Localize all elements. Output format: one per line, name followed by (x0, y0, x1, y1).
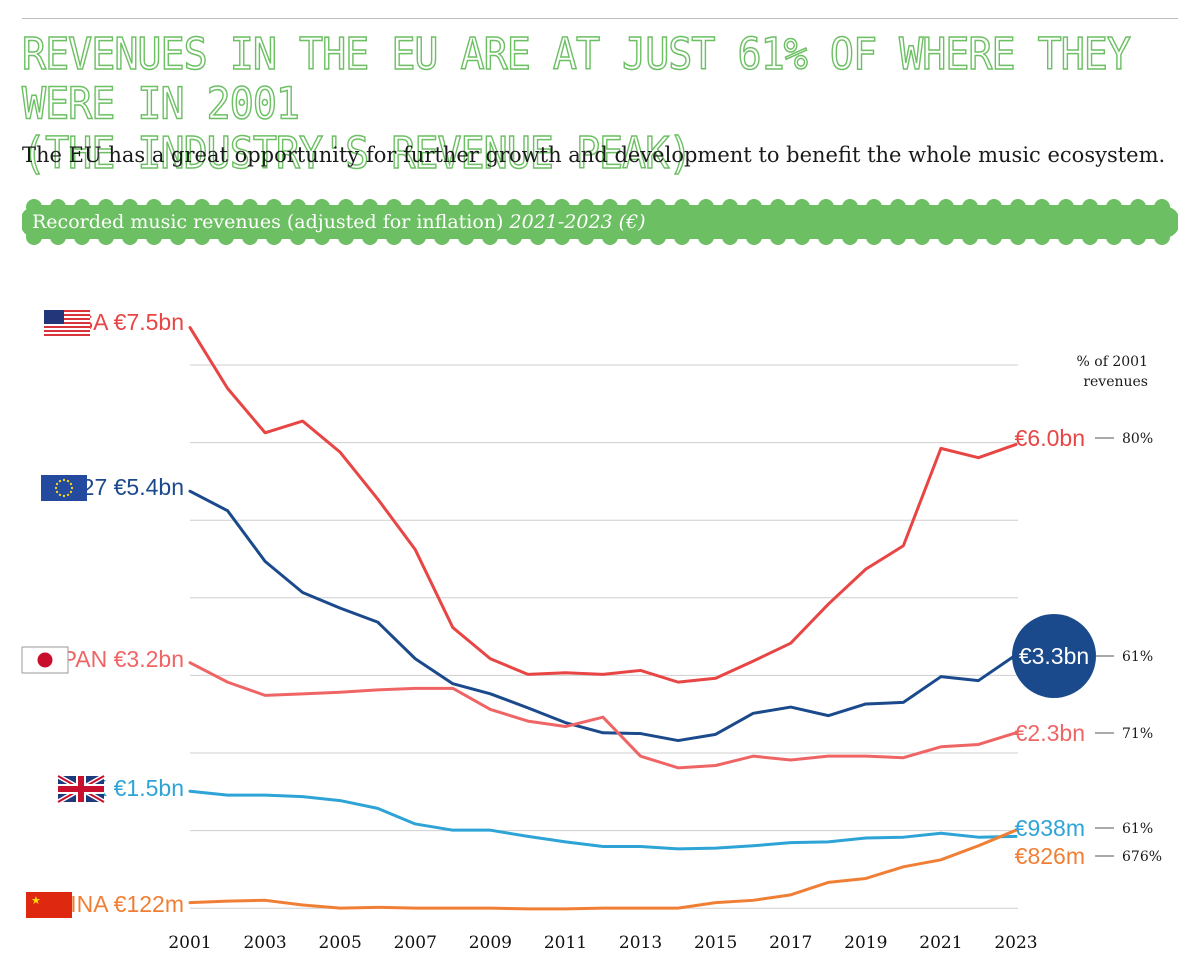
series-line-uk (188, 789, 1018, 851)
series-line-usa (188, 326, 1018, 684)
eu-flag-icon (41, 475, 87, 501)
pct-header-line-1: % of 2001 (1077, 354, 1148, 370)
pct-label-china: 676% (1122, 849, 1162, 865)
x-tick-label: 2007 (394, 933, 437, 953)
banner-label: Recorded music revenues (adjusted for in… (32, 211, 504, 233)
pct-header-line-2: revenues (1083, 374, 1148, 390)
x-tick-label: 2015 (694, 933, 737, 953)
banner-range: 2021-2023 (€) (509, 211, 646, 233)
end-label-uk: €938m (1015, 815, 1085, 841)
pct-label-usa: 80% (1122, 431, 1153, 447)
title-line-2: (THE INDUSTRY'S REVENUE PEAK) (21, 129, 693, 180)
x-tick-label: 2017 (769, 933, 812, 953)
end-label-eu27: €3.3bn (1019, 643, 1089, 669)
chart-banner (22, 199, 1178, 245)
x-axis-ticks: 2001 2003 2005 2007 2009 2011 2013 2015 2017 2019… (168, 933, 1037, 953)
chart-grid (190, 364, 1018, 909)
pct-label-japan: 71% (1122, 726, 1153, 742)
x-tick-label: 2003 (243, 933, 286, 953)
top-rule (22, 18, 1178, 19)
pct-label-uk: 61% (1122, 821, 1153, 837)
series-line-china (188, 828, 1018, 911)
chart-labels: USA €7.5bn€6.0bn 80%EU27 €5.4bn€3.3bn 61%J… (21, 309, 1162, 918)
title-line-1: REVENUES IN THE EU ARE AT JUST 61% OF WH… (21, 29, 1131, 130)
usa-flag-icon (44, 310, 90, 336)
x-tick-label: 2023 (994, 933, 1037, 953)
x-tick-label: 2011 (544, 933, 587, 953)
eu27-end-bubble (1012, 614, 1096, 698)
x-tick-label: 2001 (168, 933, 211, 953)
china-flag-icon: ★ (26, 892, 72, 918)
end-label-japan: €2.3bn (1015, 720, 1085, 746)
x-tick-label: 2005 (319, 933, 362, 953)
x-tick-label: 2013 (619, 933, 662, 953)
japan-flag-icon (21, 646, 69, 674)
x-tick-label: 2021 (919, 933, 962, 953)
pct-label-eu27: 61% (1122, 649, 1153, 665)
x-tick-label: 2009 (469, 933, 512, 953)
x-tick-label: 2019 (844, 933, 887, 953)
chart-banner-text: Recorded music revenues (adjusted for in… (32, 211, 646, 233)
end-label-china: €826m (1015, 843, 1085, 869)
series-line-eu27 (188, 489, 1018, 743)
series-line-japan (188, 661, 1018, 770)
chart-lines (188, 326, 1018, 911)
end-label-usa: €6.0bn (1015, 425, 1085, 451)
uk-flag-icon (56, 773, 106, 805)
svg-text:★: ★ (31, 894, 41, 907)
subtitle: The EU has a great opportunity for furth… (22, 143, 1166, 167)
page-title: REVENUES IN THE EU ARE AT JUST 61% OF WH… (21, 29, 1182, 180)
